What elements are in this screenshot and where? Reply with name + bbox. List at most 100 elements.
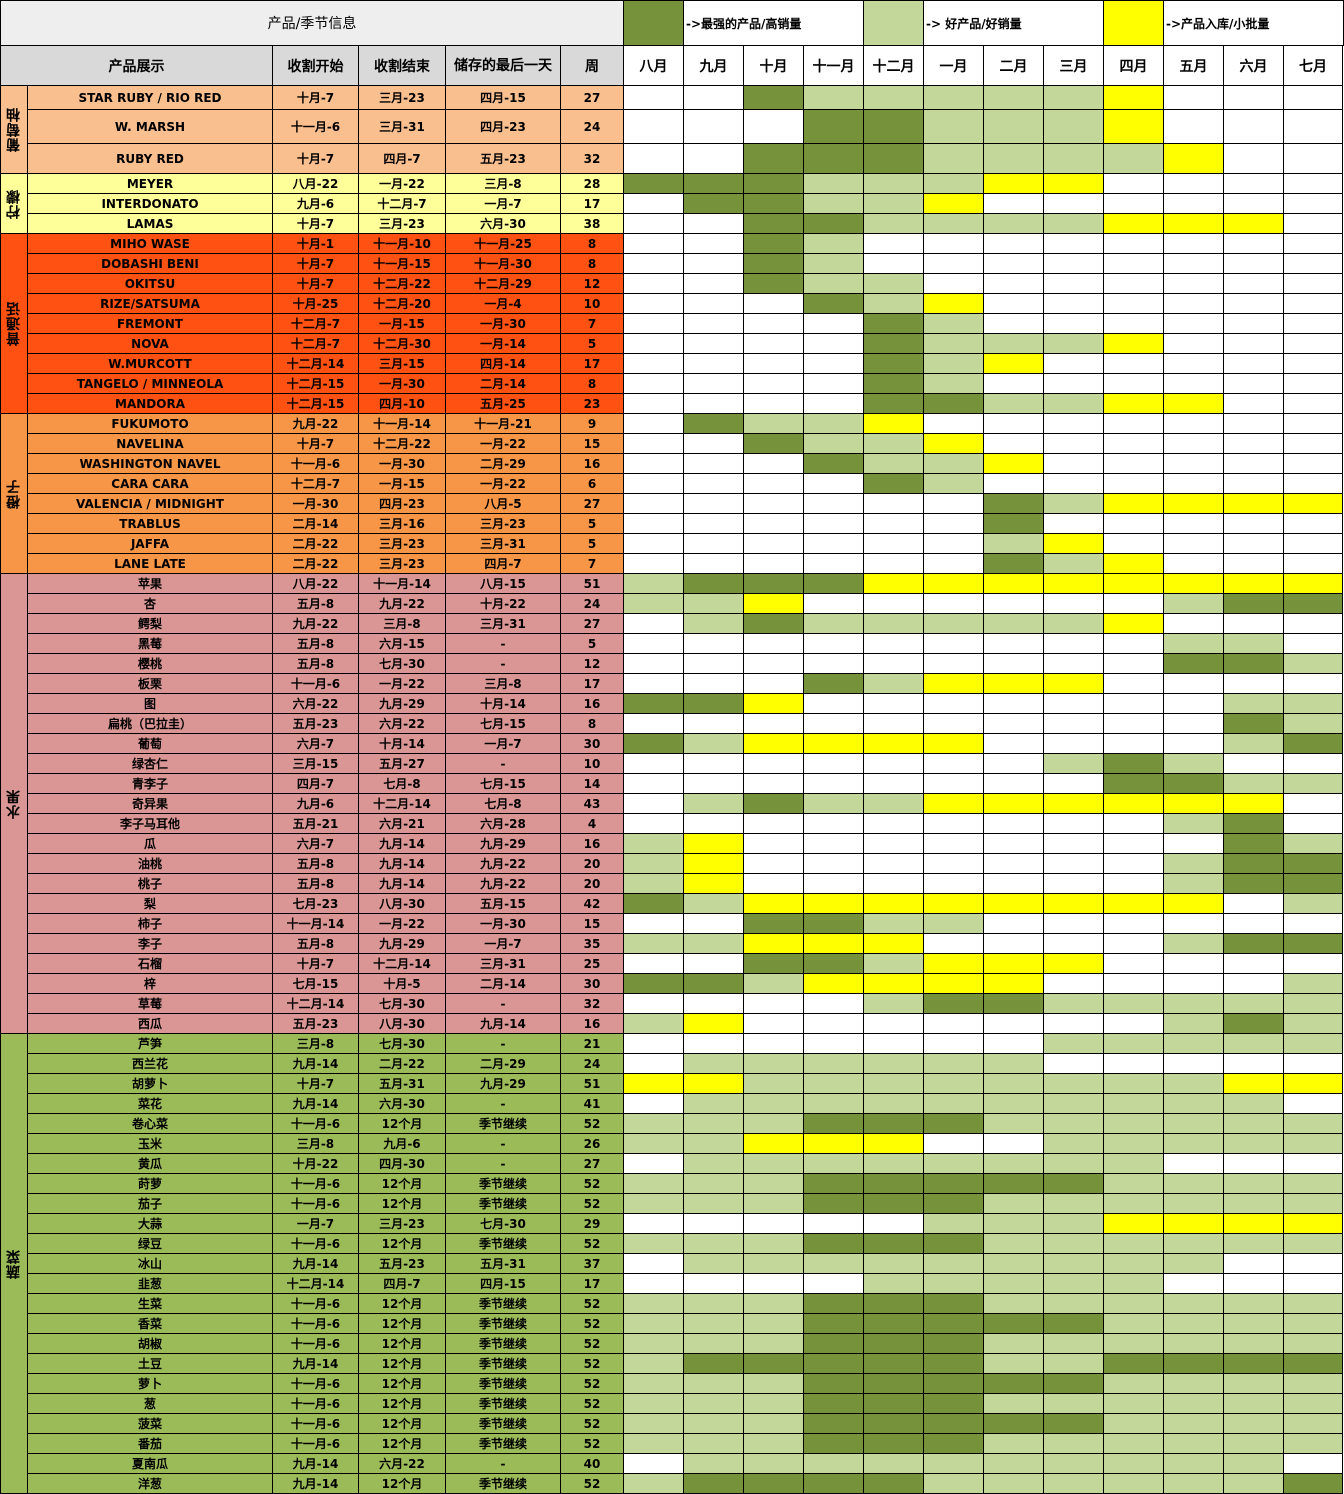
month-cell (804, 1294, 864, 1314)
harvest-start: 十二月-15 (273, 374, 359, 394)
month-cell (1044, 874, 1104, 894)
month-cell (924, 354, 984, 374)
month-cell (984, 1094, 1044, 1114)
month-cell (804, 674, 864, 694)
month-cell (1164, 954, 1224, 974)
month-cell (984, 1414, 1044, 1434)
product-name: 梨 (28, 894, 273, 914)
month-cell (804, 614, 864, 634)
month-cell (1284, 1254, 1343, 1274)
month-header: 一月 (924, 46, 984, 86)
month-cell (684, 1414, 744, 1434)
month-cell (1164, 934, 1224, 954)
harvest-end: 一月-22 (359, 914, 446, 934)
month-cell (864, 774, 924, 794)
month-cell (1284, 110, 1343, 144)
month-cell (804, 474, 864, 494)
month-cell (804, 194, 864, 214)
month-cell (864, 974, 924, 994)
month-cell (744, 854, 804, 874)
month-cell (1044, 1114, 1104, 1134)
weeks: 52 (561, 1434, 624, 1454)
weeks: 16 (561, 454, 624, 474)
harvest-end: 九月-6 (359, 1134, 446, 1154)
category-name: 葡萄柚 (6, 107, 22, 152)
month-cell (1104, 974, 1164, 994)
month-cell (1284, 754, 1343, 774)
product-name: 茄子 (28, 1194, 273, 1214)
month-cell (744, 954, 804, 974)
month-cell (984, 294, 1044, 314)
month-cell (1044, 1414, 1104, 1434)
month-cell (1224, 1414, 1284, 1434)
month-cell (1164, 854, 1224, 874)
month-cell (744, 374, 804, 394)
harvest-start: 十月-7 (273, 434, 359, 454)
month-cell (924, 174, 984, 194)
month-cell (984, 614, 1044, 634)
month-cell (744, 214, 804, 234)
month-cell (1224, 1434, 1284, 1454)
month-cell (1224, 934, 1284, 954)
month-cell (1044, 354, 1104, 374)
month-cell (1104, 774, 1164, 794)
month-cell (804, 734, 864, 754)
month-cell (1164, 1014, 1224, 1034)
month-cell (924, 394, 984, 414)
month-cell (744, 1014, 804, 1034)
harvest-start: 九月-14 (273, 1254, 359, 1274)
weeks: 17 (561, 354, 624, 374)
month-cell (744, 934, 804, 954)
month-cell (744, 494, 804, 514)
product-name: LANE LATE (28, 554, 273, 574)
month-cell (684, 144, 744, 174)
storage-last-day: - (446, 1134, 561, 1154)
column-header: 储存的最后一天 (446, 46, 561, 86)
month-cell (864, 1474, 924, 1494)
product-name: 葱 (28, 1394, 273, 1414)
month-cell (1164, 494, 1224, 514)
month-cell (1104, 374, 1164, 394)
product-name: RUBY RED (28, 144, 273, 174)
month-cell (744, 534, 804, 554)
product-name: NOVA (28, 334, 273, 354)
month-cell (1164, 694, 1224, 714)
month-cell (744, 1414, 804, 1434)
month-cell (1044, 494, 1104, 514)
harvest-end: 12个月 (359, 1394, 446, 1414)
month-cell (684, 434, 744, 454)
month-cell (624, 734, 684, 754)
product-name: 葡萄 (28, 734, 273, 754)
month-cell (804, 86, 864, 110)
month-cell (744, 894, 804, 914)
harvest-start: 五月-8 (273, 934, 359, 954)
harvest-start: 十一月-6 (273, 1234, 359, 1254)
month-cell (624, 714, 684, 734)
weeks: 8 (561, 254, 624, 274)
month-cell (864, 1274, 924, 1294)
month-cell (624, 554, 684, 574)
product-name: 奇异果 (28, 794, 273, 814)
month-cell (624, 1134, 684, 1154)
month-cell (804, 854, 864, 874)
month-cell (924, 374, 984, 394)
month-cell (1224, 1074, 1284, 1094)
month-cell (804, 1154, 864, 1174)
month-cell (1224, 514, 1284, 534)
month-cell (864, 514, 924, 534)
month-cell (984, 234, 1044, 254)
month-cell (1104, 694, 1164, 714)
storage-last-day: 八月-5 (446, 494, 561, 514)
month-cell (864, 1014, 924, 1034)
harvest-start: 五月-23 (273, 714, 359, 734)
month-cell (624, 1334, 684, 1354)
month-cell (924, 474, 984, 494)
month-cell (744, 1074, 804, 1094)
month-cell (984, 86, 1044, 110)
month-cell (744, 1434, 804, 1454)
storage-last-day: 九月-22 (446, 854, 561, 874)
harvest-start: 九月-6 (273, 194, 359, 214)
month-cell (1284, 1074, 1343, 1094)
harvest-end: 四月-30 (359, 1154, 446, 1174)
harvest-end: 十一月-10 (359, 234, 446, 254)
